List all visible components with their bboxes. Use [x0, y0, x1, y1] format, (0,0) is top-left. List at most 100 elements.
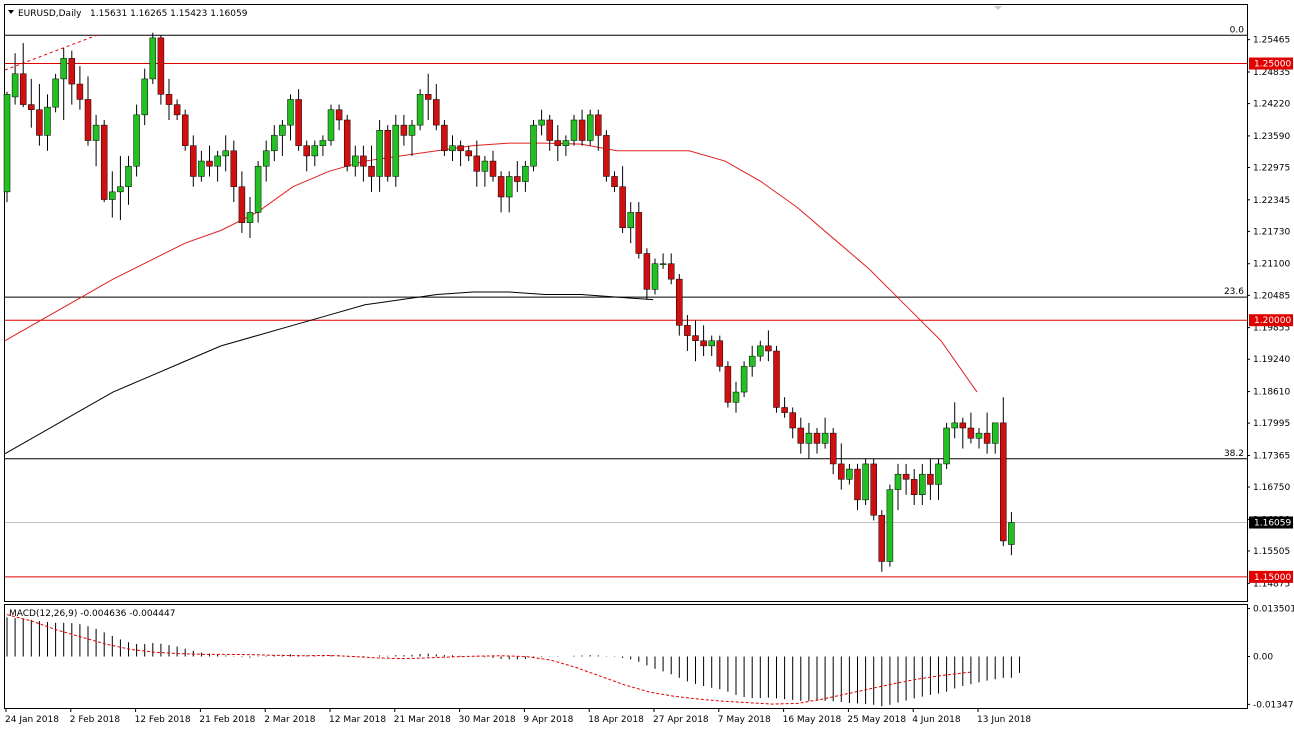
candle-body — [910, 479, 918, 495]
candle-body — [392, 124, 400, 177]
candle-body — [570, 119, 578, 141]
date-tick-label: 13 Jun 2018 — [977, 715, 1031, 725]
candle-body — [360, 155, 367, 167]
candle-body — [603, 135, 610, 177]
candle-body — [595, 114, 602, 136]
candle-body — [173, 104, 181, 116]
candle-body — [546, 119, 553, 141]
candle-body — [562, 140, 570, 146]
candle-body — [611, 176, 618, 187]
candle-body — [846, 468, 853, 480]
candle-body — [190, 145, 197, 177]
axis-layer: 1.25465 1.24835 1.24220 1.23590 1.22975 1.223… — [5, 36, 1290, 725]
price-tick-label: 1.21730 — [1253, 227, 1290, 237]
candle-body — [716, 340, 724, 367]
candle-body — [522, 165, 529, 182]
level-price-tag — [1249, 570, 1293, 583]
candle-body — [246, 212, 254, 223]
macd-tick-label: 0.013501 — [1253, 605, 1294, 615]
candle-body — [578, 119, 586, 141]
price-tick-label: 1.16750 — [1253, 483, 1290, 493]
price-tick-label: 1.15505 — [1253, 547, 1290, 557]
candle-body — [473, 155, 481, 172]
price-tick-label: 1.19240 — [1253, 355, 1290, 365]
date-tick-label: 21 Feb 2018 — [199, 715, 255, 725]
candle-body — [262, 150, 270, 167]
chart-ohlc: 1.15631 1.16265 1.15423 1.16059 — [90, 9, 248, 19]
candle-body — [141, 78, 148, 116]
candle-body — [514, 176, 521, 182]
candle-body — [894, 473, 902, 490]
price-tick-label: 1.14875 — [1253, 579, 1290, 589]
candle-body — [862, 463, 869, 501]
candle-body — [805, 432, 813, 444]
candle-body — [651, 263, 659, 290]
candle-body — [327, 109, 335, 141]
current-price-tag — [1249, 516, 1293, 529]
level-price-label: 1.15000 — [1254, 573, 1291, 583]
candle-body — [886, 489, 894, 562]
price-tick-label: 1.17365 — [1253, 451, 1290, 461]
candle-body — [117, 186, 124, 193]
price-tick-label: 1.18610 — [1253, 388, 1290, 398]
candle-body — [11, 73, 19, 98]
candle-body — [538, 119, 545, 126]
price-tick-label: 1.20485 — [1253, 291, 1290, 301]
candle-body — [343, 119, 351, 167]
candle-body — [279, 124, 286, 136]
price-tick-label: 1.24220 — [1253, 100, 1290, 110]
candle-body — [821, 432, 829, 444]
candle-body — [311, 145, 319, 157]
candle-body — [222, 150, 229, 157]
price-tick-label: 1.23590 — [1253, 132, 1290, 142]
candle-body — [967, 427, 975, 439]
candle-body — [181, 114, 189, 146]
candle-body — [1000, 422, 1007, 542]
date-tick-label: 16 May 2018 — [783, 715, 842, 725]
moving-averages — [4, 142, 978, 455]
candle-body — [254, 165, 262, 213]
candle-body — [684, 325, 691, 336]
candle-body — [975, 432, 983, 439]
candle-body — [424, 94, 432, 100]
date-tick-label: 2 Feb 2018 — [70, 715, 121, 725]
price-tick-label: 1.25465 — [1253, 36, 1290, 46]
candle-body — [287, 99, 294, 126]
date-tick-label: 9 Apr 2018 — [523, 715, 573, 725]
candle-body — [384, 130, 391, 177]
candle-body — [773, 350, 780, 408]
date-tick-label: 18 Apr 2018 — [588, 715, 644, 725]
price-tick-label: 1.17995 — [1253, 419, 1290, 429]
level-lines: 0.0 23.6 38.2 — [4, 25, 1247, 578]
fibonacci-anchor-line — [4, 33, 101, 71]
candle-body — [1008, 522, 1015, 545]
candle-body — [951, 422, 958, 429]
candle-body — [813, 432, 821, 444]
candle-body — [724, 366, 732, 403]
candle-body — [765, 345, 772, 352]
date-tick-label: 21 Mar 2018 — [394, 715, 451, 725]
date-tick-label: 24 Jan 2018 — [5, 715, 59, 725]
candle-body — [238, 186, 246, 223]
candle-body — [206, 160, 213, 167]
candle-body — [3, 94, 11, 193]
candle-body — [878, 515, 886, 562]
candle-body — [60, 58, 67, 80]
slow-ma-line — [4, 291, 654, 455]
level-price-tag — [1249, 314, 1293, 327]
triangle-down-icon[interactable] — [8, 10, 14, 14]
candle-body — [870, 463, 877, 516]
scroll-marker-icon[interactable] — [994, 6, 1002, 10]
candle-body — [983, 432, 991, 444]
candle-body — [854, 468, 861, 501]
price-tick-label: 1.22345 — [1253, 196, 1290, 206]
candle-body — [441, 124, 448, 152]
candle-body — [465, 150, 472, 157]
macd-tick-label: 0.00 — [1253, 653, 1273, 663]
price-tick-label: 1.24835 — [1253, 68, 1290, 78]
date-tick-label: 12 Feb 2018 — [135, 715, 191, 725]
candle-body — [368, 165, 375, 177]
candle-body — [28, 104, 35, 110]
date-tick-label: 12 Mar 2018 — [329, 715, 386, 725]
